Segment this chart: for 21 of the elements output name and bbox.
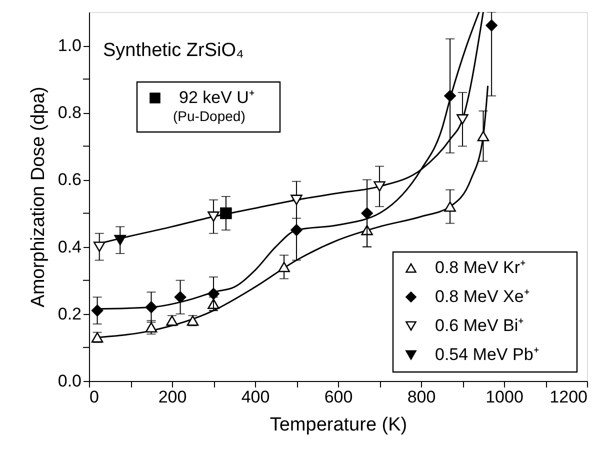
legend-label: 0.8 MeV Xe⁺ <box>435 287 530 306</box>
x-tick-label: 600 <box>324 388 353 406</box>
x-tick-label: 800 <box>407 388 436 406</box>
y-tick-label: 0.8 <box>58 103 82 122</box>
legend-label: 0.6 MeV Bi⁺ <box>435 316 524 335</box>
y-tick-label: 0.4 <box>58 237 82 256</box>
y-tick-label: 1.0 <box>58 36 82 56</box>
text: Synthetic ZrSiO₄ <box>103 40 244 61</box>
x-tick-label: 1000 <box>486 388 524 406</box>
x-tick-label: 1200 <box>550 388 588 406</box>
x-tick-label: 200 <box>158 388 187 406</box>
y-tick-label: 0.6 <box>58 170 82 190</box>
y-tick-label: 0.0 <box>58 372 82 390</box>
x-axis-title: Temperature (K) <box>270 414 408 436</box>
x-tick-label: 400 <box>241 388 270 406</box>
legend-label: 0.54 MeV Pb⁺ <box>435 345 540 364</box>
y-axis-title: Amorphization Dose (dpa) <box>28 86 49 308</box>
x-tick-label: 0 <box>90 388 99 406</box>
legend-label: 0.8 MeV Kr⁺ <box>435 258 526 277</box>
legend-label: 92 keV U⁺ (Pu-Doped) <box>173 88 255 124</box>
y-tick-label: 0.2 <box>58 304 82 324</box>
